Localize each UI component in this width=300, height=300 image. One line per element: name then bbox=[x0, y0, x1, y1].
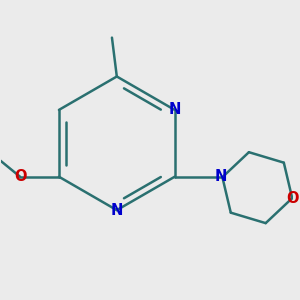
Text: N: N bbox=[111, 202, 123, 217]
Text: N: N bbox=[169, 102, 181, 117]
Text: O: O bbox=[286, 190, 298, 206]
Text: O: O bbox=[14, 169, 26, 184]
Text: N: N bbox=[215, 169, 227, 184]
